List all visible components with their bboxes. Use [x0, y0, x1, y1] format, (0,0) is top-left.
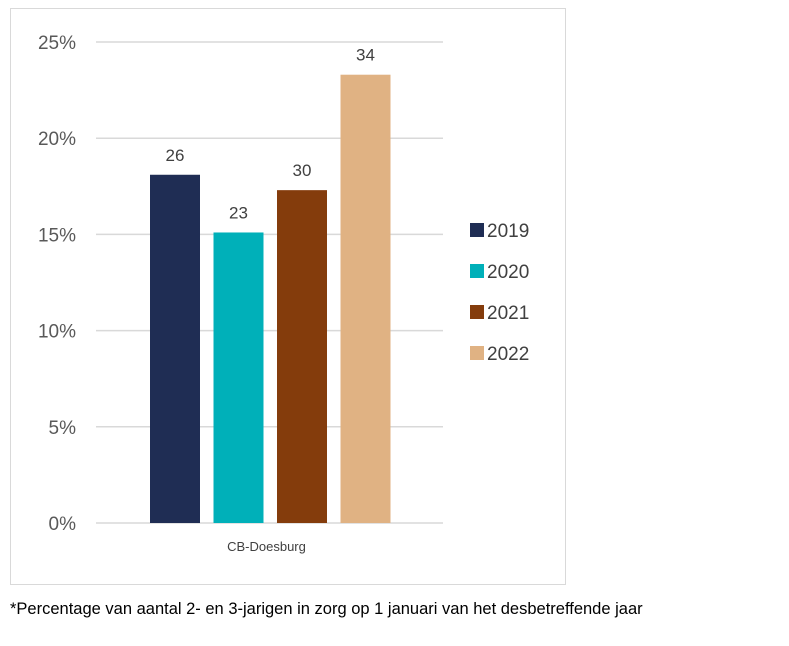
bar-2021 [277, 190, 327, 523]
legend-label-2019: 2019 [487, 221, 529, 242]
bar-2019 [150, 174, 200, 524]
bar-2020 [213, 232, 264, 523]
data-label-2020: 23 [229, 203, 248, 222]
bar-chart: 0% 5% 10% 15% 20% 25% 26 23 30 34 CB-Doesburg 2019 2… [38, 33, 529, 554]
data-label-2021: 30 [293, 161, 312, 180]
legend-label-2021: 2021 [487, 303, 529, 324]
legend-swatch-2020 [470, 264, 484, 278]
y-tick-label: 20% [38, 129, 76, 150]
chart-frame: 0% 5% 10% 15% 20% 25% 26 23 30 34 CB-Doesburg 2019 2… [10, 8, 566, 585]
legend-swatch-2022 [470, 346, 484, 360]
bar-2022 [340, 74, 391, 523]
y-tick-label: 10% [38, 322, 76, 343]
legend-label-2022: 2022 [487, 344, 529, 365]
y-tick-label: 0% [49, 514, 77, 535]
legend-swatch-2021 [470, 305, 484, 319]
data-label-2019: 26 [166, 146, 185, 165]
x-category-label: CB-Doesburg [227, 539, 306, 554]
legend-label-2020: 2020 [487, 262, 529, 283]
y-tick-label: 15% [38, 225, 76, 246]
y-tick-label: 5% [49, 418, 77, 439]
legend-swatch-2019 [470, 223, 484, 237]
footnote: *Percentage van aantal 2- en 3-jarigen i… [10, 600, 643, 618]
y-tick-label: 25% [38, 33, 76, 54]
data-label-2022: 34 [356, 46, 375, 65]
